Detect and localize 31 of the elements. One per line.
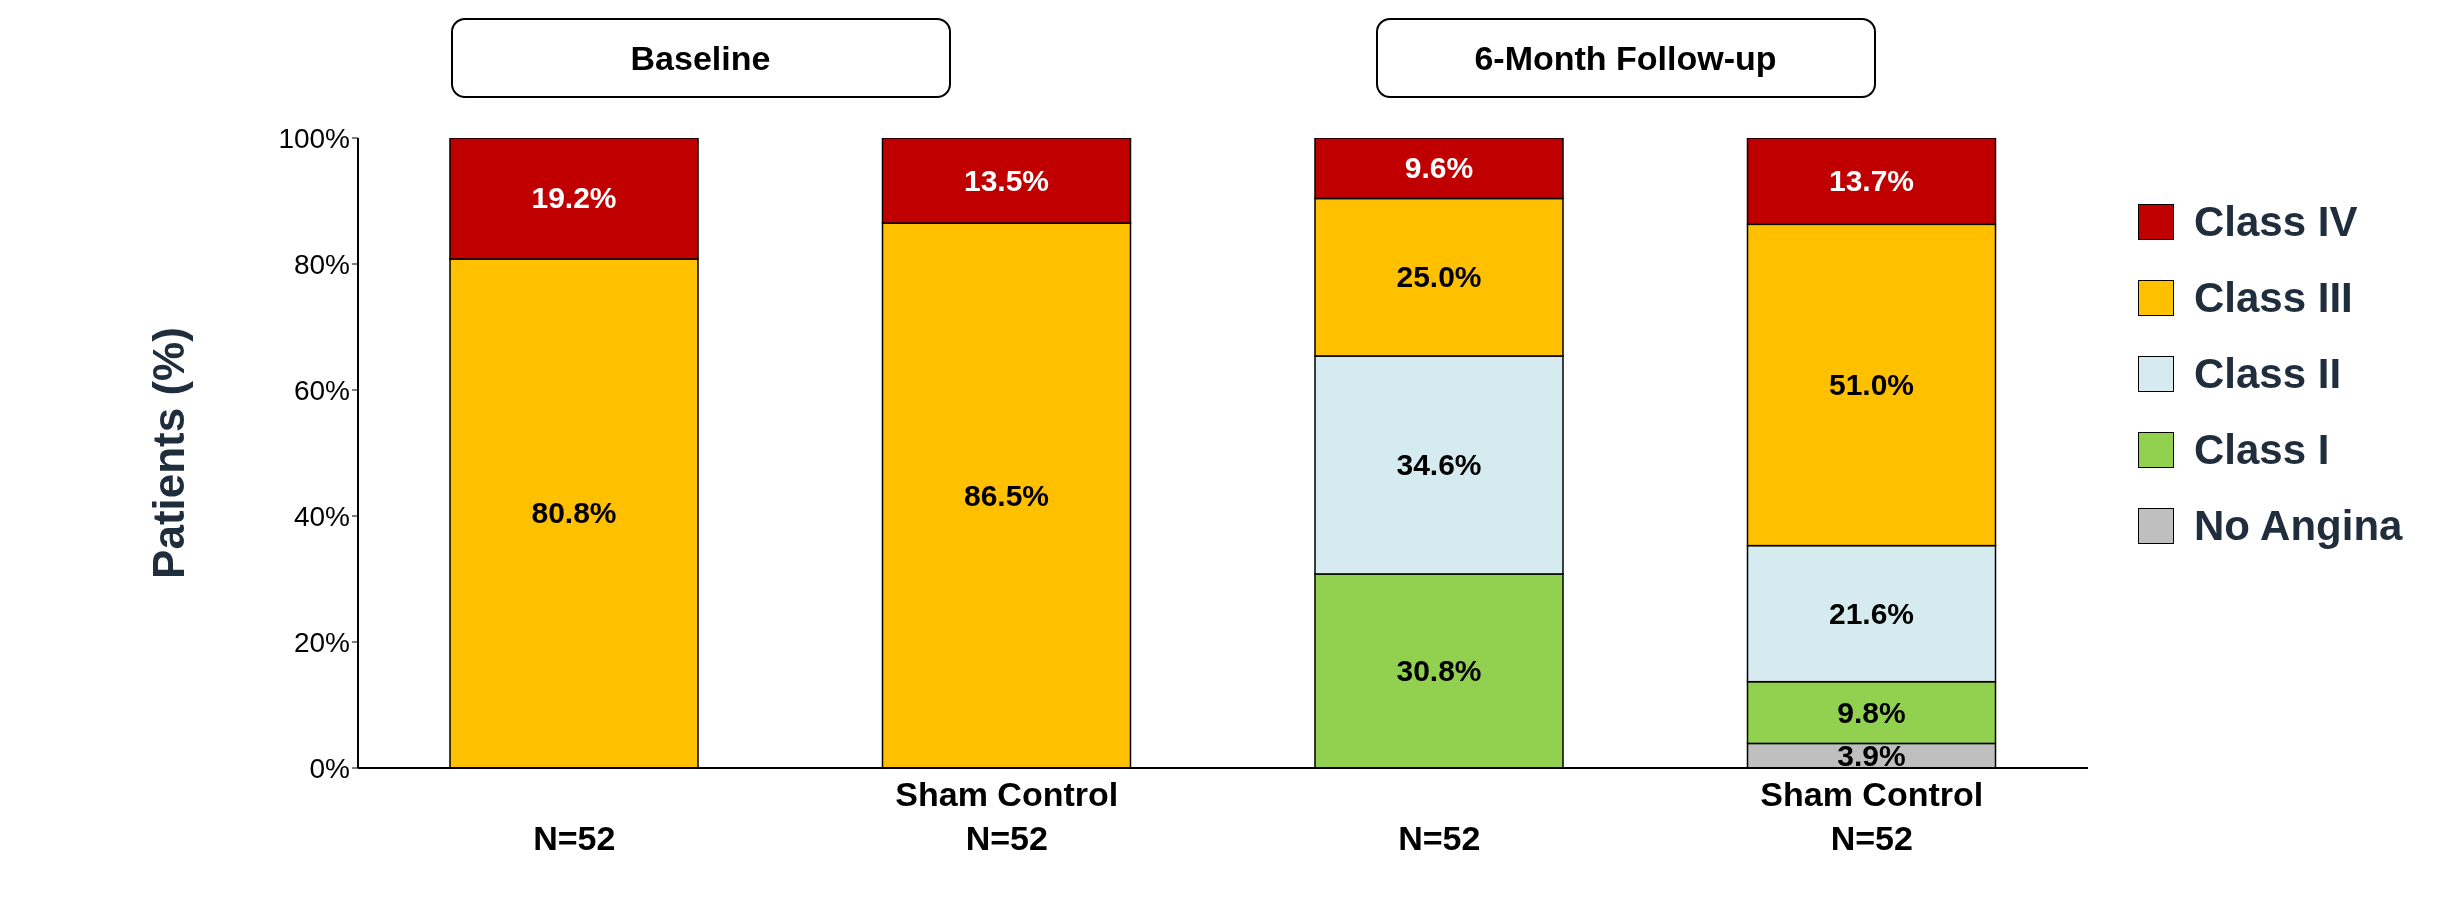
- data-label: 9.6%: [1404, 151, 1474, 185]
- x-tick-label: Sham Control N=52: [895, 775, 1119, 857]
- y-axis-title: Patients (%): [143, 327, 193, 579]
- y-tick-label: 60%: [293, 374, 350, 406]
- data-label: 3.9%: [1837, 738, 1906, 772]
- data-label: 30.8%: [1396, 653, 1482, 687]
- legend-label: Class III: [2194, 274, 2353, 322]
- y-tick-label: 40%: [293, 500, 350, 532]
- text: Baseline: [450, 18, 951, 98]
- data-label: 51.0%: [1828, 367, 1915, 401]
- text: 6-Month Follow-up: [1375, 18, 1876, 98]
- legend-label: No Angina: [2194, 502, 2403, 550]
- x-tick-label: N=52: [1398, 819, 1481, 857]
- data-label: 34.6%: [1396, 447, 1482, 481]
- data-label: 19.2%: [531, 181, 617, 215]
- x-tick-label: N=52: [533, 819, 616, 857]
- x-tick-label: Sham Control N=52: [1760, 775, 1984, 857]
- legend-label: Class II: [2194, 350, 2342, 398]
- y-tick-label: 20%: [293, 626, 350, 658]
- data-label: 13.7%: [1828, 164, 1915, 198]
- data-label: 80.8%: [531, 496, 617, 530]
- y-tick-label: 80%: [293, 248, 350, 280]
- y-tick-label: 100%: [278, 122, 350, 154]
- data-label: 13.5%: [963, 163, 1050, 197]
- legend-label: Class I: [2194, 426, 2330, 474]
- data-label: 86.5%: [963, 478, 1050, 512]
- data-label: 9.8%: [1837, 695, 1906, 729]
- data-label: 21.6%: [1828, 596, 1915, 630]
- legend-label: Class IV: [2194, 198, 2358, 246]
- data-label: 25.0%: [1396, 260, 1482, 294]
- y-tick-label: 0%: [309, 752, 350, 784]
